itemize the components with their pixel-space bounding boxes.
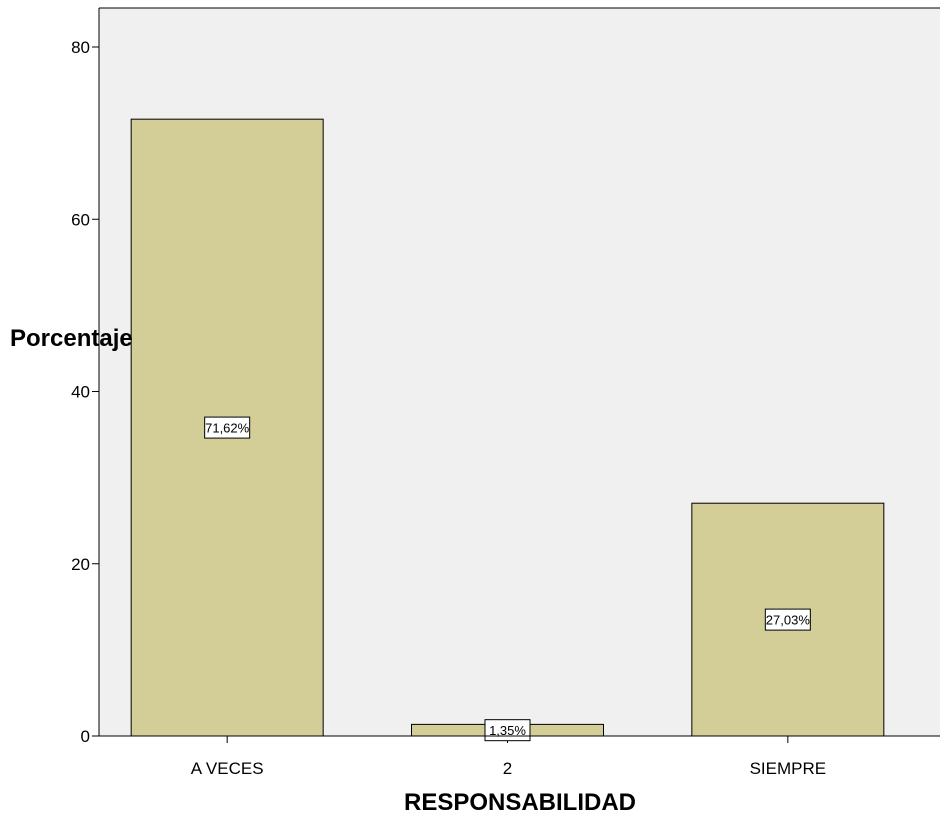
data-label: 1,35% — [489, 723, 526, 738]
y-axis-title: Porcentaje — [10, 325, 133, 352]
data-label-box — [484, 719, 531, 742]
data-labels: 71,62% 1,35% 27,03% — [204, 416, 811, 742]
bar — [130, 118, 324, 737]
data-label-box — [764, 608, 811, 631]
data-label: 71,62% — [205, 421, 250, 436]
y-tick-label: 0 — [81, 727, 90, 746]
data-label: 27,03% — [766, 613, 811, 628]
y-tick-label: 20 — [71, 555, 90, 574]
y-axis-ticks: 0 20 40 60 80 — [71, 38, 99, 746]
y-tick-label: 80 — [71, 38, 90, 57]
x-axis-title: RESPONSABILIDAD — [404, 789, 636, 816]
x-tick-label: 2 — [503, 759, 512, 778]
data-label-box — [204, 416, 251, 439]
y-tick-label: 40 — [71, 383, 90, 402]
y-tick-label: 60 — [71, 210, 90, 229]
x-tick-label: SIEMPRE — [750, 759, 827, 778]
x-tick-label: A VECES — [191, 759, 264, 778]
x-axis-ticks: A VECES 2 SIEMPRE — [191, 736, 826, 778]
